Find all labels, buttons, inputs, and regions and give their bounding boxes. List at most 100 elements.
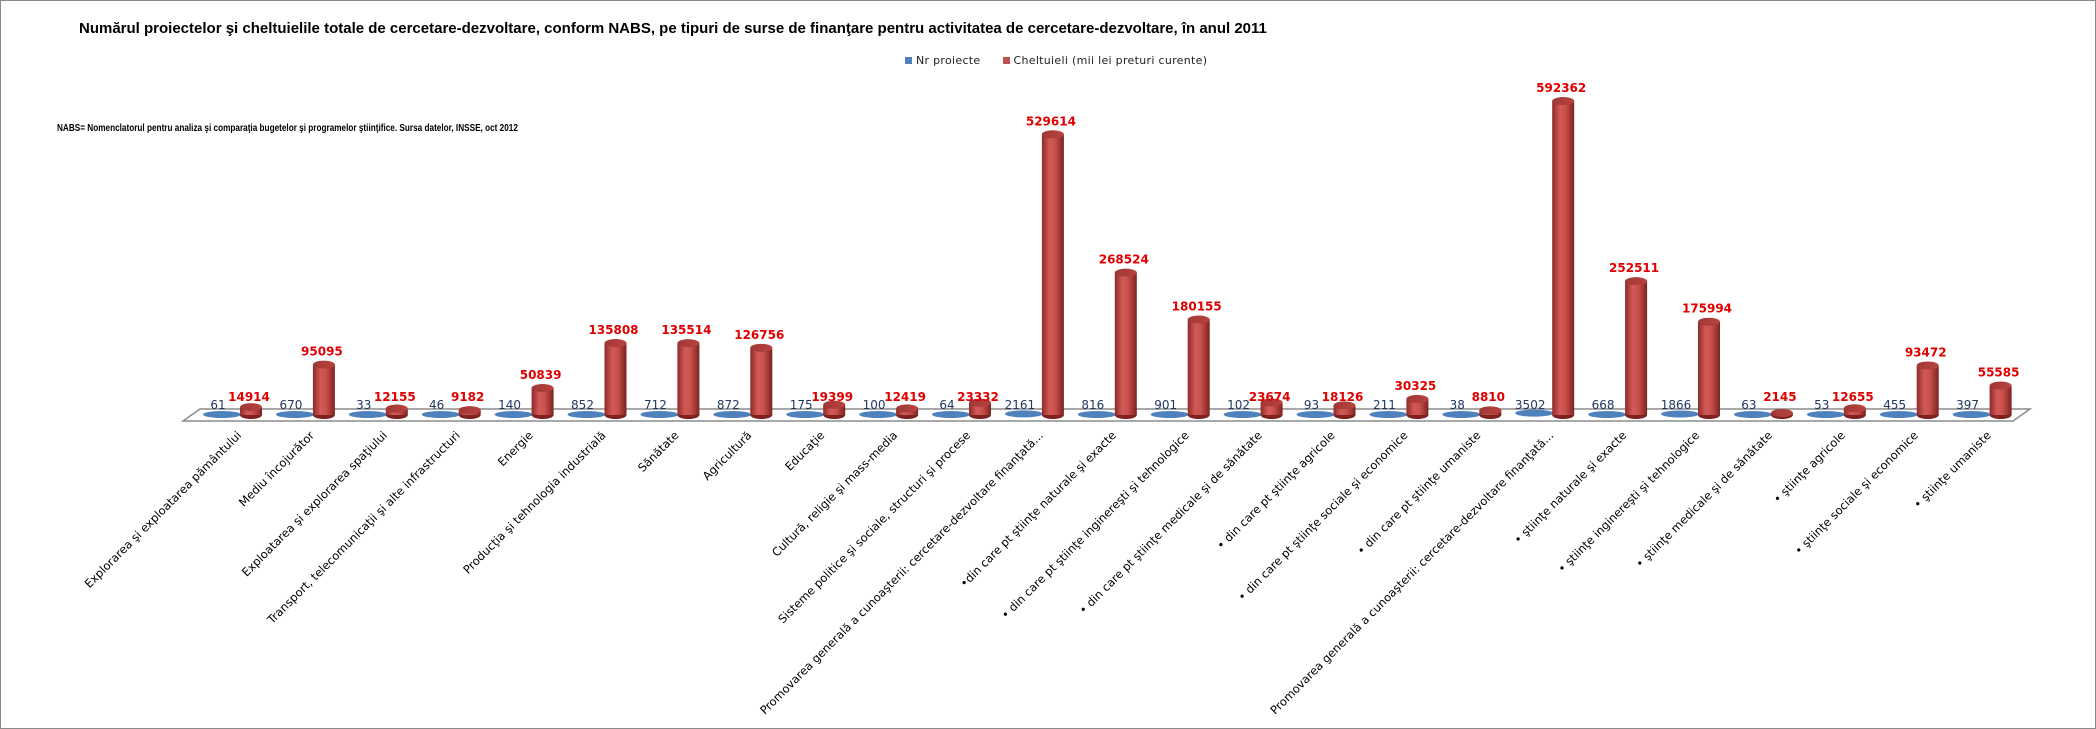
category-label: Explorarea şi exploatarea pământului [82, 428, 245, 591]
data-label-projects: 670 [279, 398, 302, 412]
bar-projects[interactable] [1733, 411, 1772, 418]
data-label-projects: 668 [1592, 398, 1615, 412]
category-label: Agricultură [700, 428, 755, 483]
bar-expenses[interactable] [312, 360, 335, 419]
legend-item-expenses[interactable]: Cheltuieli (mii lei preturi curente) [1002, 54, 1208, 67]
data-label-projects: 872 [717, 398, 740, 412]
bar-expenses[interactable] [458, 406, 481, 419]
category-label: •din care pt ştiinţe naturale şi exacte [957, 428, 1119, 590]
bar-projects[interactable] [421, 411, 460, 418]
legend-swatch-projects [905, 57, 912, 64]
data-label-expenses: 180155 [1172, 300, 1222, 314]
data-label-expenses: 14914 [228, 390, 270, 404]
data-label-expenses: 135514 [661, 323, 711, 337]
data-label-projects: 100 [863, 398, 886, 412]
bar-projects[interactable] [932, 411, 970, 418]
bar-expenses[interactable] [677, 339, 700, 419]
data-label-projects: 455 [1883, 398, 1906, 412]
bar-projects[interactable] [348, 411, 387, 418]
data-label-projects: 140 [498, 398, 521, 412]
bar-expenses[interactable] [240, 403, 262, 419]
bar-expenses[interactable] [1187, 315, 1210, 419]
bar-projects[interactable] [1077, 411, 1116, 418]
data-label-expenses: 95095 [301, 345, 343, 359]
category-label: Energie [495, 428, 536, 469]
bar-expenses[interactable] [1552, 97, 1575, 419]
bar-expenses[interactable] [1406, 394, 1429, 419]
bar-projects[interactable] [567, 411, 606, 418]
data-label-projects: 3502 [1515, 398, 1546, 412]
bar-expenses[interactable] [1479, 406, 1502, 419]
bar-expenses[interactable] [896, 404, 919, 419]
bar-expenses[interactable] [1989, 381, 2012, 419]
data-label-expenses: 12655 [1832, 390, 1874, 404]
data-label-expenses: 12155 [374, 390, 416, 404]
data-label-expenses: 252511 [1609, 261, 1659, 275]
bar-projects[interactable] [786, 411, 825, 418]
data-label-expenses: 30325 [1395, 379, 1437, 393]
bar-projects[interactable] [1952, 411, 1991, 418]
bar-expenses[interactable] [1770, 409, 1793, 419]
category-label: • ştiinţe medicale şi de sănătate [1633, 428, 1775, 570]
bar-projects[interactable] [1369, 411, 1408, 418]
legend-item-projects[interactable]: Nr proiecte [905, 54, 981, 67]
data-label-projects: 712 [644, 398, 667, 412]
bar-projects[interactable] [1879, 411, 1918, 418]
data-label-projects: 53 [1814, 398, 1829, 412]
bar-expenses[interactable] [1260, 398, 1283, 419]
bar-projects[interactable] [640, 411, 679, 418]
bar-expenses[interactable] [531, 384, 554, 419]
bar-expenses[interactable] [1625, 277, 1648, 419]
bar-expenses[interactable] [1698, 317, 1720, 419]
bar-projects[interactable] [1661, 410, 1699, 418]
category-label: • ştiinţe inginereşti şi tehnologice [1555, 428, 1702, 575]
bar-expenses[interactable] [1843, 404, 1866, 419]
bar-projects[interactable] [1150, 411, 1189, 418]
bar-projects[interactable] [1223, 411, 1262, 418]
data-label-expenses: 2145 [1763, 390, 1796, 404]
bar-projects[interactable] [713, 411, 752, 418]
bar-expenses[interactable] [1333, 401, 1356, 419]
data-label-projects: 1866 [1661, 398, 1692, 412]
data-label-projects: 93 [1304, 398, 1319, 412]
bar-expenses[interactable] [1916, 361, 1939, 419]
data-label-expenses: 23674 [1249, 390, 1291, 404]
legend: Nr proiecte Cheltuieli (mii lei preturi … [905, 54, 1207, 67]
bar-expenses[interactable] [969, 398, 991, 419]
bar-expenses[interactable] [1041, 130, 1064, 419]
bar-projects[interactable] [203, 411, 241, 418]
data-label-expenses: 12419 [884, 390, 926, 404]
bar-projects[interactable] [275, 411, 314, 418]
bar-expenses[interactable] [1114, 268, 1137, 419]
category-label: Cultură, religie şi mass-media [769, 428, 900, 559]
bar-projects[interactable] [1515, 409, 1554, 417]
data-label-projects: 38 [1450, 398, 1465, 412]
bar-projects[interactable] [859, 411, 898, 418]
data-label-projects: 901 [1154, 398, 1177, 412]
bar-projects[interactable] [1806, 411, 1845, 418]
bar-projects[interactable] [1296, 411, 1335, 418]
bar-expenses[interactable] [750, 343, 773, 419]
category-label: Mediu încojurător [236, 428, 317, 509]
category-label: Exploatarea şi explorarea spaţiului [239, 428, 390, 579]
source-note: NABS= Nomenclatorul pentru analiza şi co… [57, 123, 518, 134]
chart-title: Numărul proiectelor şi cheltuielile tota… [79, 20, 1267, 37]
category-label: • din care pt ştiinţe umaniste [1354, 428, 1483, 557]
bar-expenses[interactable] [604, 339, 627, 419]
legend-swatch-expenses [1002, 57, 1010, 64]
category-label: • din care pt ştiinţe agricole [1214, 428, 1338, 552]
category-label: • ştiinţe umaniste [1911, 428, 1994, 511]
data-label-projects: 63 [1741, 398, 1756, 412]
bar-expenses[interactable] [823, 400, 846, 419]
bar-projects[interactable] [1004, 410, 1043, 418]
bar-projects[interactable] [1588, 411, 1627, 418]
data-label-projects: 64 [939, 398, 954, 412]
data-label-projects: 852 [571, 398, 594, 412]
data-label-expenses: 18126 [1322, 390, 1364, 404]
bar-projects[interactable] [494, 411, 533, 418]
data-label-projects: 211 [1373, 398, 1396, 412]
bar-projects[interactable] [1442, 411, 1481, 418]
category-label: Promovarea generală a cunoaşterii: cerce… [757, 428, 1046, 717]
bar-expenses[interactable] [385, 404, 408, 419]
